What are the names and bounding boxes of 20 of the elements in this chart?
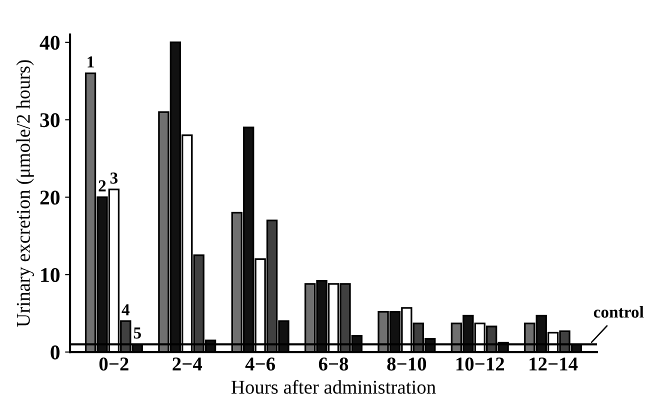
series-label: 4: [122, 304, 130, 316]
x-tick-label: 8−10: [387, 357, 426, 371]
x-tick-label: 10−12: [456, 357, 504, 371]
y-tick-label: 40: [40, 36, 60, 50]
y-tick-label: 10: [41, 268, 60, 282]
y-tick-label: 0: [50, 345, 60, 360]
x-axis-title: Hours after administration: [231, 380, 436, 394]
x-tick-label: 6−8: [318, 357, 348, 371]
x-tick-label: 2−4: [172, 358, 202, 370]
series-label: 5: [134, 328, 141, 339]
x-tick-label: 4−6: [245, 358, 276, 371]
series-label: 2: [98, 180, 106, 192]
y-tick-label: 20: [40, 190, 60, 205]
ref-line-label: control: [594, 306, 644, 318]
series-label: 1: [88, 56, 94, 68]
x-tick-label: 12−14: [530, 358, 578, 370]
y-tick-label: 30: [40, 113, 60, 128]
series-label: 3: [110, 172, 118, 184]
y-axis-title: Urinary excretion (μmole/2 hours): [16, 60, 34, 327]
x-tick-label: 0−2: [99, 357, 128, 371]
